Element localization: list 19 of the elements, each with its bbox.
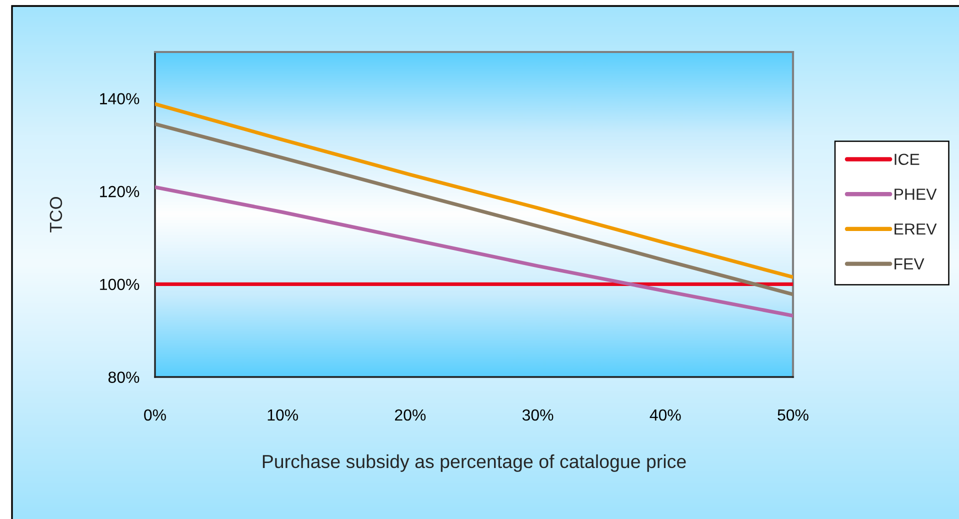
line-series [155,185,793,318]
y-tick-label: 140% [100,93,140,104]
x-tick-label: 50% [778,409,808,421]
x-tick-label: 10% [268,409,298,421]
y-axis-title: TCO [50,197,62,232]
legend-label: PHEV [894,188,937,200]
legend-label: FEV [894,258,924,270]
line-series [155,102,793,279]
x-tick-label: 30% [522,409,554,421]
x-axis-title: Purchase subsidy as percentage of catalogue price [262,454,686,472]
x-tick-label: 20% [395,409,426,421]
y-tick-label: 120% [100,186,140,198]
legend-label: ICE [894,154,920,166]
line-series [155,122,793,296]
x-tick-label: 40% [650,409,681,421]
y-tick-label: 80% [108,372,140,383]
x-tick-label: 0% [144,409,166,421]
legend-label: EREV [894,224,937,235]
y-tick-label: 100% [100,278,140,290]
